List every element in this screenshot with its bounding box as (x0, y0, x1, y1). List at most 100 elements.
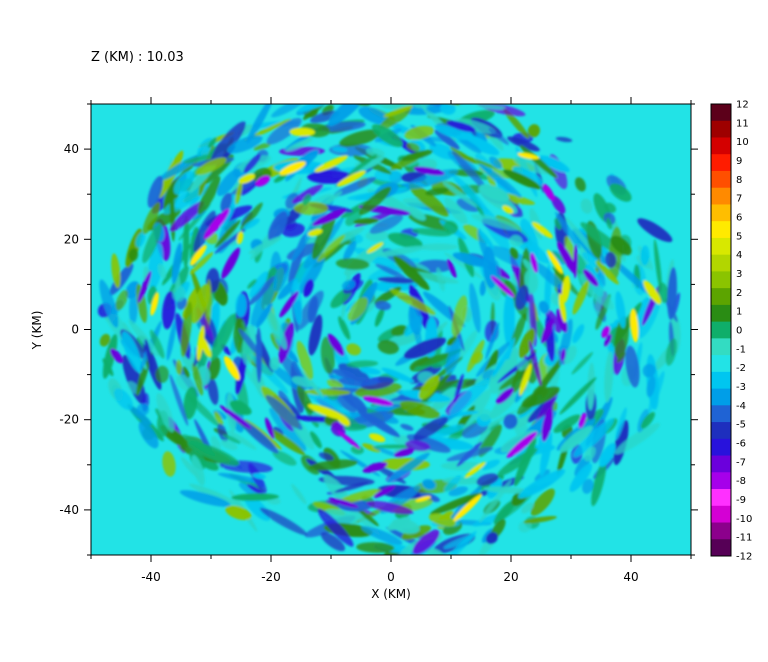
field-streak (169, 374, 189, 426)
field-streak (142, 202, 161, 235)
field-streak (434, 124, 470, 141)
field-streak (375, 245, 427, 257)
field-streak (502, 107, 530, 139)
field-streak (255, 303, 273, 328)
field-streak (449, 378, 491, 416)
field-extremum (150, 292, 159, 316)
field-streak (489, 156, 503, 169)
field-extremum (530, 252, 538, 273)
field-streak (109, 263, 134, 296)
field-streak (359, 84, 385, 97)
field-streak (418, 375, 440, 400)
field-streak (444, 197, 468, 225)
field-streak (453, 373, 464, 403)
field-streak (404, 125, 435, 140)
field-streak (346, 360, 379, 368)
field-streak (195, 157, 227, 175)
field-streak (497, 448, 538, 477)
field-streak (157, 263, 167, 279)
field-extremum (561, 275, 571, 303)
field-streak (476, 473, 499, 487)
field-streak (293, 201, 329, 215)
field-streak (653, 239, 662, 292)
field-extremum (541, 318, 555, 344)
field-extremum (413, 166, 445, 176)
field-extremum (630, 308, 639, 343)
field-extremum (327, 333, 345, 356)
field-streak (479, 184, 510, 202)
field-streak (518, 469, 566, 499)
field-streak (250, 276, 278, 327)
field-streak (374, 444, 413, 449)
field-streak (564, 235, 576, 264)
field-streak (183, 153, 219, 164)
field-streak (399, 400, 441, 419)
field-streak (488, 372, 501, 395)
field-streak (532, 261, 566, 292)
field-streak (358, 106, 390, 125)
colorbar-segment (711, 505, 731, 524)
field-streak (269, 407, 307, 451)
field-streak (400, 423, 414, 431)
field-streak (281, 223, 305, 238)
field-streak (442, 181, 478, 208)
field-streak (375, 263, 406, 279)
colorbar-segment (711, 137, 731, 155)
colorbar-segment (711, 187, 731, 205)
y-tick-label: 40 (64, 142, 79, 156)
field-streak (646, 375, 656, 398)
field-extremum (415, 495, 431, 503)
field-streak (356, 542, 395, 553)
field-streak (609, 183, 632, 202)
field-streak (443, 220, 458, 235)
field-streak (337, 488, 382, 504)
field-streak (361, 526, 403, 545)
field-extremum (502, 205, 514, 214)
field-streak (527, 124, 540, 138)
x-tick-label: 40 (623, 570, 638, 584)
field-streak (507, 136, 540, 152)
field-streak (616, 352, 626, 363)
field-streak (191, 454, 205, 486)
field-streak (403, 337, 447, 359)
field-streak (518, 520, 532, 533)
field-streak (667, 267, 677, 321)
colorbar-label: 12 (736, 100, 749, 111)
field-streak (379, 107, 412, 130)
field-streak (665, 338, 677, 366)
colorbar-label: -5 (736, 420, 746, 431)
field-streak (217, 168, 241, 197)
field-streak (483, 486, 532, 494)
field-streak (444, 475, 462, 492)
field-streak (515, 285, 529, 310)
field-streak (587, 362, 595, 411)
field-streak (446, 120, 476, 132)
field-streak (285, 137, 314, 152)
colorbar-segment (711, 170, 731, 189)
field-streak (145, 339, 154, 373)
x-tick-label: -40 (141, 570, 161, 584)
field-streak (383, 105, 414, 118)
field-streak (360, 367, 381, 375)
field-streak (303, 279, 314, 298)
field-streak (243, 218, 260, 230)
field-streak (326, 379, 344, 390)
field-streak (446, 447, 494, 462)
field-streak (128, 319, 160, 357)
field-streak (452, 252, 490, 268)
field-streak (265, 395, 303, 430)
field-streak (156, 393, 175, 433)
colorbar-label: -3 (736, 382, 746, 393)
field-extremum (560, 348, 566, 362)
field-extremum (495, 387, 514, 405)
colorbar-segment (711, 254, 731, 272)
colorbar-segment (711, 338, 731, 356)
field-streak (308, 393, 352, 417)
field-streak (210, 313, 236, 361)
colorbar-segment (711, 221, 731, 239)
field-streak (238, 328, 261, 357)
field-streak (350, 445, 364, 455)
field-streak (538, 300, 550, 314)
colorbar-label: 3 (736, 269, 742, 280)
